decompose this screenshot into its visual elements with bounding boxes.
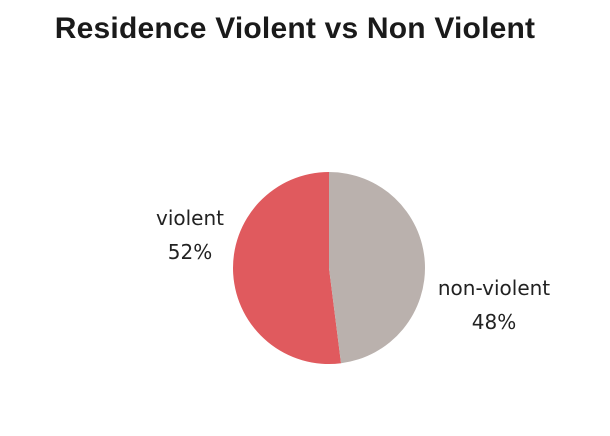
chart-title: Residence Violent vs Non Violent xyxy=(54,12,536,45)
slice-label-violent: violent xyxy=(156,206,224,230)
slice-value-violent: 52% xyxy=(168,240,212,264)
pie-labels: violent 52% non-violent 48% xyxy=(156,206,550,334)
pie-slice-violent xyxy=(233,172,342,364)
pie-slices xyxy=(233,172,426,364)
slice-label-non-violent: non-violent xyxy=(438,276,550,300)
pie-slice-non-violent xyxy=(329,172,426,364)
slice-value-non-violent: 48% xyxy=(472,310,516,334)
